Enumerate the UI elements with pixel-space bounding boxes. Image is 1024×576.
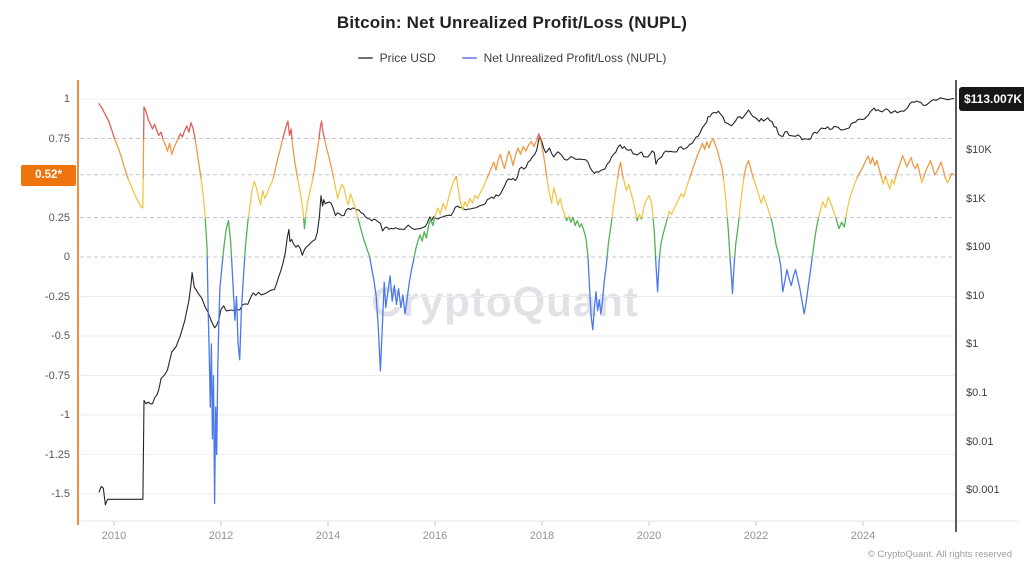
legend-item-price[interactable]: Price USD xyxy=(357,51,436,65)
axis-tick-label: 1 xyxy=(63,93,70,105)
axis-tick-label: $1 xyxy=(966,338,979,351)
axis-tick-label: 2016 xyxy=(422,530,448,542)
axis-tick-label: 2018 xyxy=(529,530,555,542)
axis-tick-label: $10K xyxy=(966,144,992,156)
nupl-current-badge: 0.52* xyxy=(21,164,76,186)
axis-tick-label: $0.001 xyxy=(966,484,1000,497)
axis-tick-label: -0.25 xyxy=(44,290,70,303)
price-current-badge: $113.007K xyxy=(959,86,1024,111)
copyright: © CryptoQuant. All rights reserved xyxy=(867,549,1012,560)
axis-tick-label: $0.01 xyxy=(966,435,994,448)
axis-tick-label: 2022 xyxy=(743,530,769,542)
axis-tick-label: -1.5 xyxy=(51,488,70,500)
axis-tick-label: -0.75 xyxy=(44,369,70,382)
axis-tick-label: $1K xyxy=(966,192,986,205)
axis-tick-label: 2020 xyxy=(636,530,662,542)
legend-item-nupl[interactable]: Net Unrealized Profit/Loss (NUPL) xyxy=(461,51,667,65)
axis-tick-label: -1.25 xyxy=(44,448,70,461)
axis-tick-label: -0.5 xyxy=(51,330,70,342)
axis-tick-label: $100 xyxy=(966,241,991,254)
chart-title: Bitcoin: Net Unrealized Profit/Loss (NUP… xyxy=(336,13,688,32)
axis-tick-label: 2010 xyxy=(101,530,127,542)
axis-tick-label: 2012 xyxy=(208,530,234,542)
axis-tick-label: 2014 xyxy=(315,530,341,542)
price-legend-label: Price USD xyxy=(379,51,436,65)
axis-tick-label: 0 xyxy=(63,251,70,263)
axis-tick-label: -1 xyxy=(60,409,70,421)
axis-tick-label: 2024 xyxy=(850,530,876,542)
nupl-legend-label: Net Unrealized Profit/Loss (NUPL) xyxy=(483,51,667,65)
axis-tick-label: $0.1 xyxy=(966,387,988,399)
axis-tick-label: 0.25 xyxy=(48,211,70,224)
axis-tick-label: $10 xyxy=(966,289,985,302)
nupl-legend-swatch xyxy=(461,56,477,60)
axis-tick-label: 0.75 xyxy=(48,132,70,145)
price-legend-swatch xyxy=(357,56,373,60)
legend: Price USD Net Unrealized Profit/Loss (NU… xyxy=(0,51,1024,65)
